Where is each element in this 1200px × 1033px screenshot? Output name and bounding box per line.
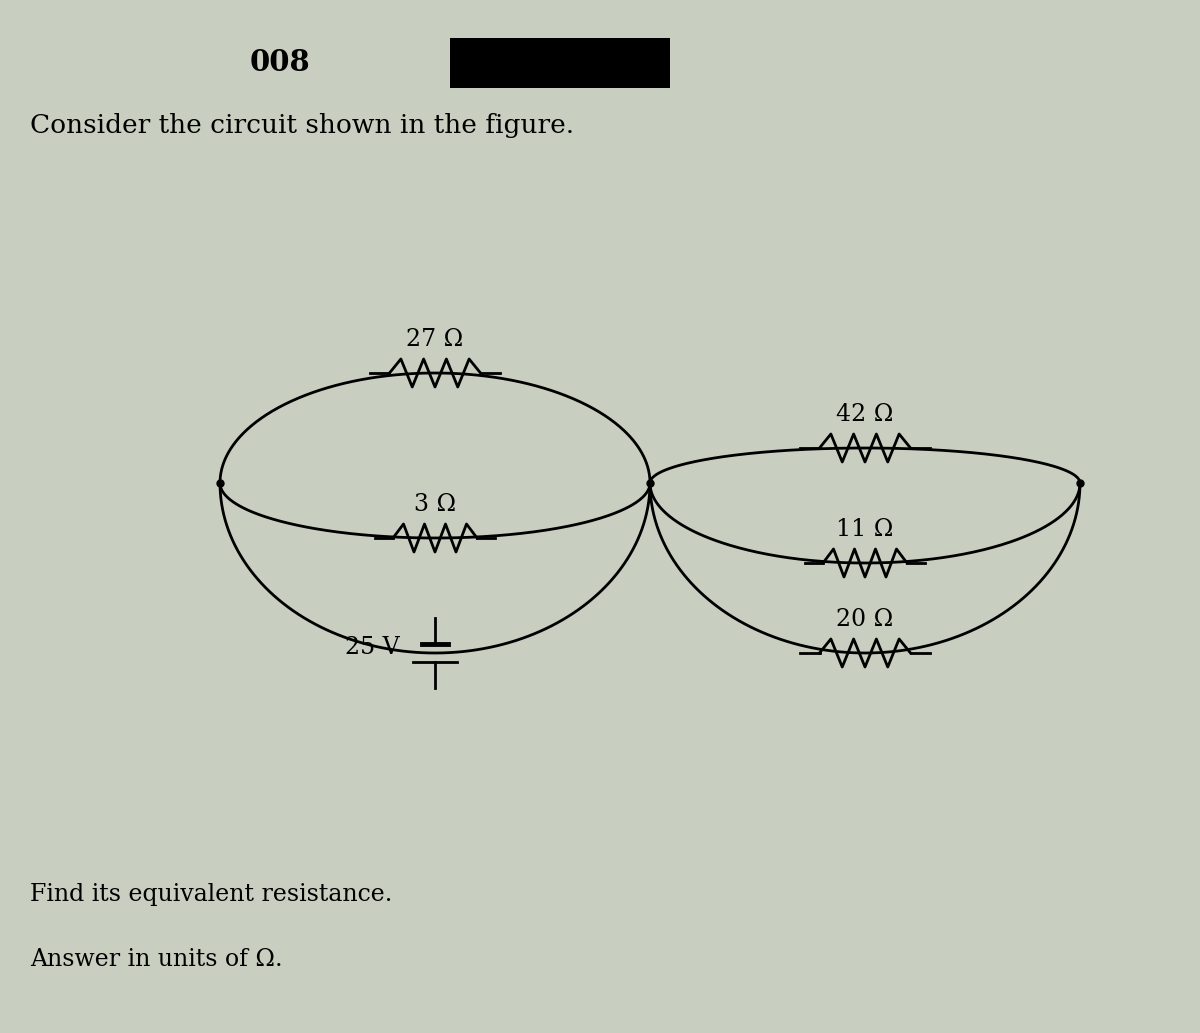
Text: Answer in units of Ω.: Answer in units of Ω.: [30, 948, 283, 971]
Text: Find its equivalent resistance.: Find its equivalent resistance.: [30, 883, 392, 906]
Text: 42 Ω: 42 Ω: [836, 403, 894, 426]
Text: 25 V: 25 V: [346, 636, 400, 659]
Text: 27 Ω: 27 Ω: [407, 328, 463, 351]
Text: 20 Ω: 20 Ω: [836, 608, 894, 631]
Text: 11 Ω: 11 Ω: [836, 518, 894, 541]
Text: Consider the circuit shown in the figure.: Consider the circuit shown in the figure…: [30, 113, 574, 138]
Text: 008: 008: [250, 48, 311, 77]
FancyBboxPatch shape: [450, 38, 670, 88]
Text: 3 Ω: 3 Ω: [414, 493, 456, 516]
